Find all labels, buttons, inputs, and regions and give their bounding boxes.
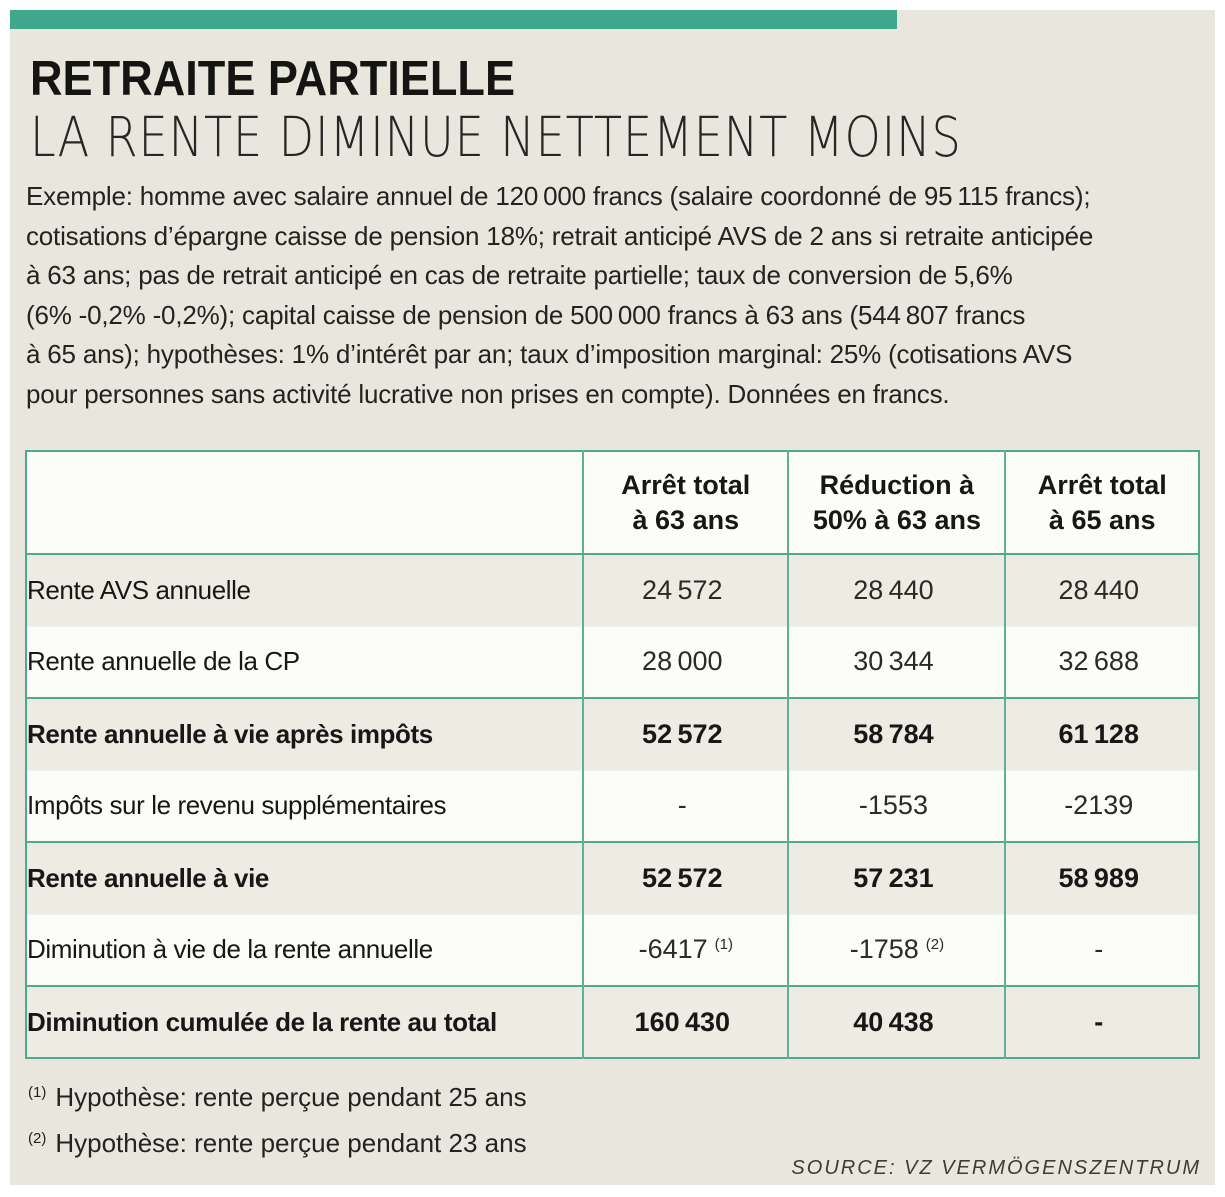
intro-text: Exemple: homme avec salaire annuel de 12…: [26, 181, 1094, 409]
table-cell: 24 572: [582, 554, 789, 626]
top-accent-bar: [10, 10, 897, 29]
page-subtitle: LA RENTE DIMINUE NETTEMENT MOINS: [30, 105, 962, 169]
table-cell: 58 989: [1004, 841, 1199, 914]
row-label: Rente annuelle de la CP: [26, 625, 584, 698]
column-header-arret-63: Arrêt total à 63 ans: [582, 451, 789, 555]
table-cell: 57 231: [787, 841, 1006, 914]
table-cell: -2139: [1004, 769, 1199, 842]
table-row-diminution-a-vie: Diminution à vie de la rente annuelle -6…: [26, 913, 1199, 986]
table-cell: 40 438: [787, 985, 1006, 1058]
table-row-rente-a-vie: Rente annuelle à vie 52 572 57 231 58 98…: [26, 841, 1199, 914]
footnote-ref: (2): [925, 936, 945, 954]
table-corner-cell: [26, 451, 584, 555]
footnote-1-mark: (1): [28, 1084, 47, 1101]
table-row-diminution-cumulee: Diminution cumulée de la rente au total …: [26, 985, 1199, 1058]
table-row-rente-apres-impots: Rente annuelle à vie après impôts 52 572…: [26, 697, 1199, 770]
footnote-ref: (1): [714, 936, 733, 954]
page-title: RETRAITE PARTIELLE: [30, 52, 516, 106]
table-cell: 30 344: [787, 625, 1006, 698]
comparison-table: Arrêt total à 63 ans Réduction à 50% à 6…: [25, 450, 1200, 1059]
table-cell: 52 572: [582, 697, 789, 770]
table-cell: 28 440: [787, 554, 1006, 626]
table-cell: 32 688: [1004, 625, 1199, 698]
table-cell: -6417 (1): [582, 913, 789, 986]
table-row-rente-avs: Rente AVS annuelle 24 572 28 440 28 440: [26, 554, 1199, 626]
table-cell: 61 128: [1004, 697, 1199, 770]
row-label: Rente annuelle à vie après impôts: [26, 697, 584, 770]
table-cell: 28 440: [1004, 554, 1199, 626]
row-label: Diminution à vie de la rente annuelle: [26, 913, 584, 986]
row-label: Rente AVS annuelle: [26, 554, 584, 626]
table-cell: 58 784: [787, 697, 1006, 770]
footnote-1-text: Hypothèse: rente perçue pendant 25 ans: [55, 1082, 527, 1112]
source-credit: SOURCE: VZ VERMÖGENSZENTRUM: [791, 1157, 1201, 1179]
footnote-1: (1) Hypothèse: rente perçue pendant 25 an…: [28, 1072, 527, 1118]
footnote-2-text: Hypothèse: rente perçue pendant 23 ans: [55, 1128, 527, 1158]
row-label: Rente annuelle à vie: [26, 841, 584, 914]
table-header-row: Arrêt total à 63 ans Réduction à 50% à 6…: [26, 451, 1199, 555]
column-header-arret-65: Arrêt total à 65 ans: [1004, 451, 1199, 555]
row-label: Impôts sur le revenu supplémentaires: [26, 769, 584, 842]
footnote-2: (2) Hypothèse: rente perçue pendant 23 an…: [28, 1118, 527, 1164]
table-cell: -: [1004, 913, 1199, 986]
table-cell: -1758 (2): [787, 913, 1006, 986]
column-header-reduction-50: Réduction à 50% à 63 ans: [787, 451, 1006, 555]
table-row-rente-cp: Rente annuelle de la CP 28 000 30 344 32…: [26, 625, 1199, 698]
table-cell: 28 000: [582, 625, 789, 698]
table-cell: -: [1004, 985, 1199, 1058]
content-panel: RETRAITE PARTIELLE LA RENTE DIMINUE NETT…: [10, 10, 1215, 1185]
table-cell: 52 572: [582, 841, 789, 914]
table-row-impots-supplementaires: Impôts sur le revenu supplémentaires - -…: [26, 769, 1199, 842]
footnotes: (1) Hypothèse: rente perçue pendant 25 an…: [28, 1072, 527, 1164]
table-cell: 160 430: [582, 985, 789, 1058]
row-label: Diminution cumulée de la rente au total: [26, 985, 584, 1058]
table-cell: -1553: [787, 769, 1006, 842]
footnote-2-mark: (2): [28, 1130, 47, 1147]
table-cell: -: [582, 769, 789, 842]
